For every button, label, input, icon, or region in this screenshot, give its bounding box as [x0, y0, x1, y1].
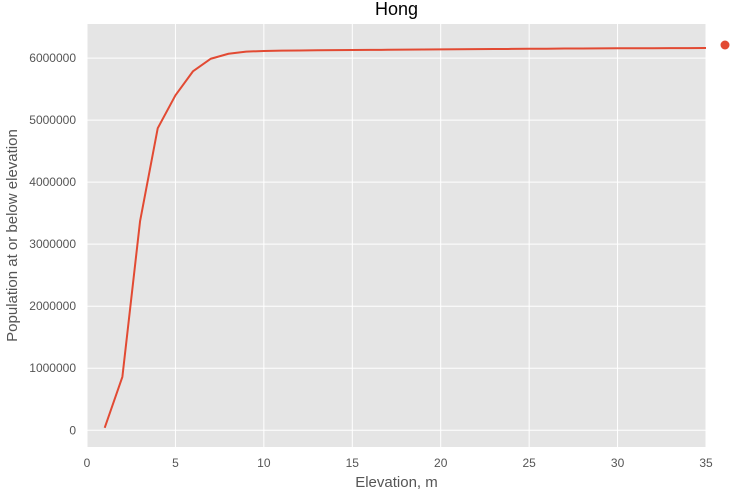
- x-tick-label: 20: [434, 456, 448, 470]
- series-line: [103, 47, 707, 429]
- y-tick-label: 6000000: [29, 51, 76, 65]
- x-tick-label: 35: [699, 456, 713, 470]
- y-tick-label: 0: [69, 423, 76, 437]
- x-tick-label: 10: [257, 456, 271, 470]
- legend-marker: [720, 40, 730, 50]
- y-axis: 0 1000000 2000000 3000000 4000000 5000000 6000…: [29, 51, 76, 437]
- series-layer: [103, 47, 707, 429]
- y-tick-label: 2000000: [29, 299, 76, 313]
- x-axis-label: Elevation, m: [355, 474, 438, 491]
- chart-title: Hong: [375, 0, 418, 19]
- grid: [86, 24, 707, 447]
- plot-area: [87, 24, 706, 447]
- x-tick-label: 0: [84, 456, 91, 470]
- x-tick-label: 5: [172, 456, 179, 470]
- y-tick-label: 4000000: [29, 175, 76, 189]
- x-tick-label: 30: [611, 456, 625, 470]
- x-tick-label: 15: [346, 456, 360, 470]
- y-axis-label: Population at or below elevation: [4, 129, 21, 342]
- x-axis: 0 5 10 15 20 25 30 35: [84, 456, 713, 470]
- y-tick-label: 5000000: [29, 113, 76, 127]
- y-tick-label: 3000000: [29, 237, 76, 251]
- x-tick-label: 25: [522, 456, 536, 470]
- y-tick-label: 1000000: [29, 361, 76, 375]
